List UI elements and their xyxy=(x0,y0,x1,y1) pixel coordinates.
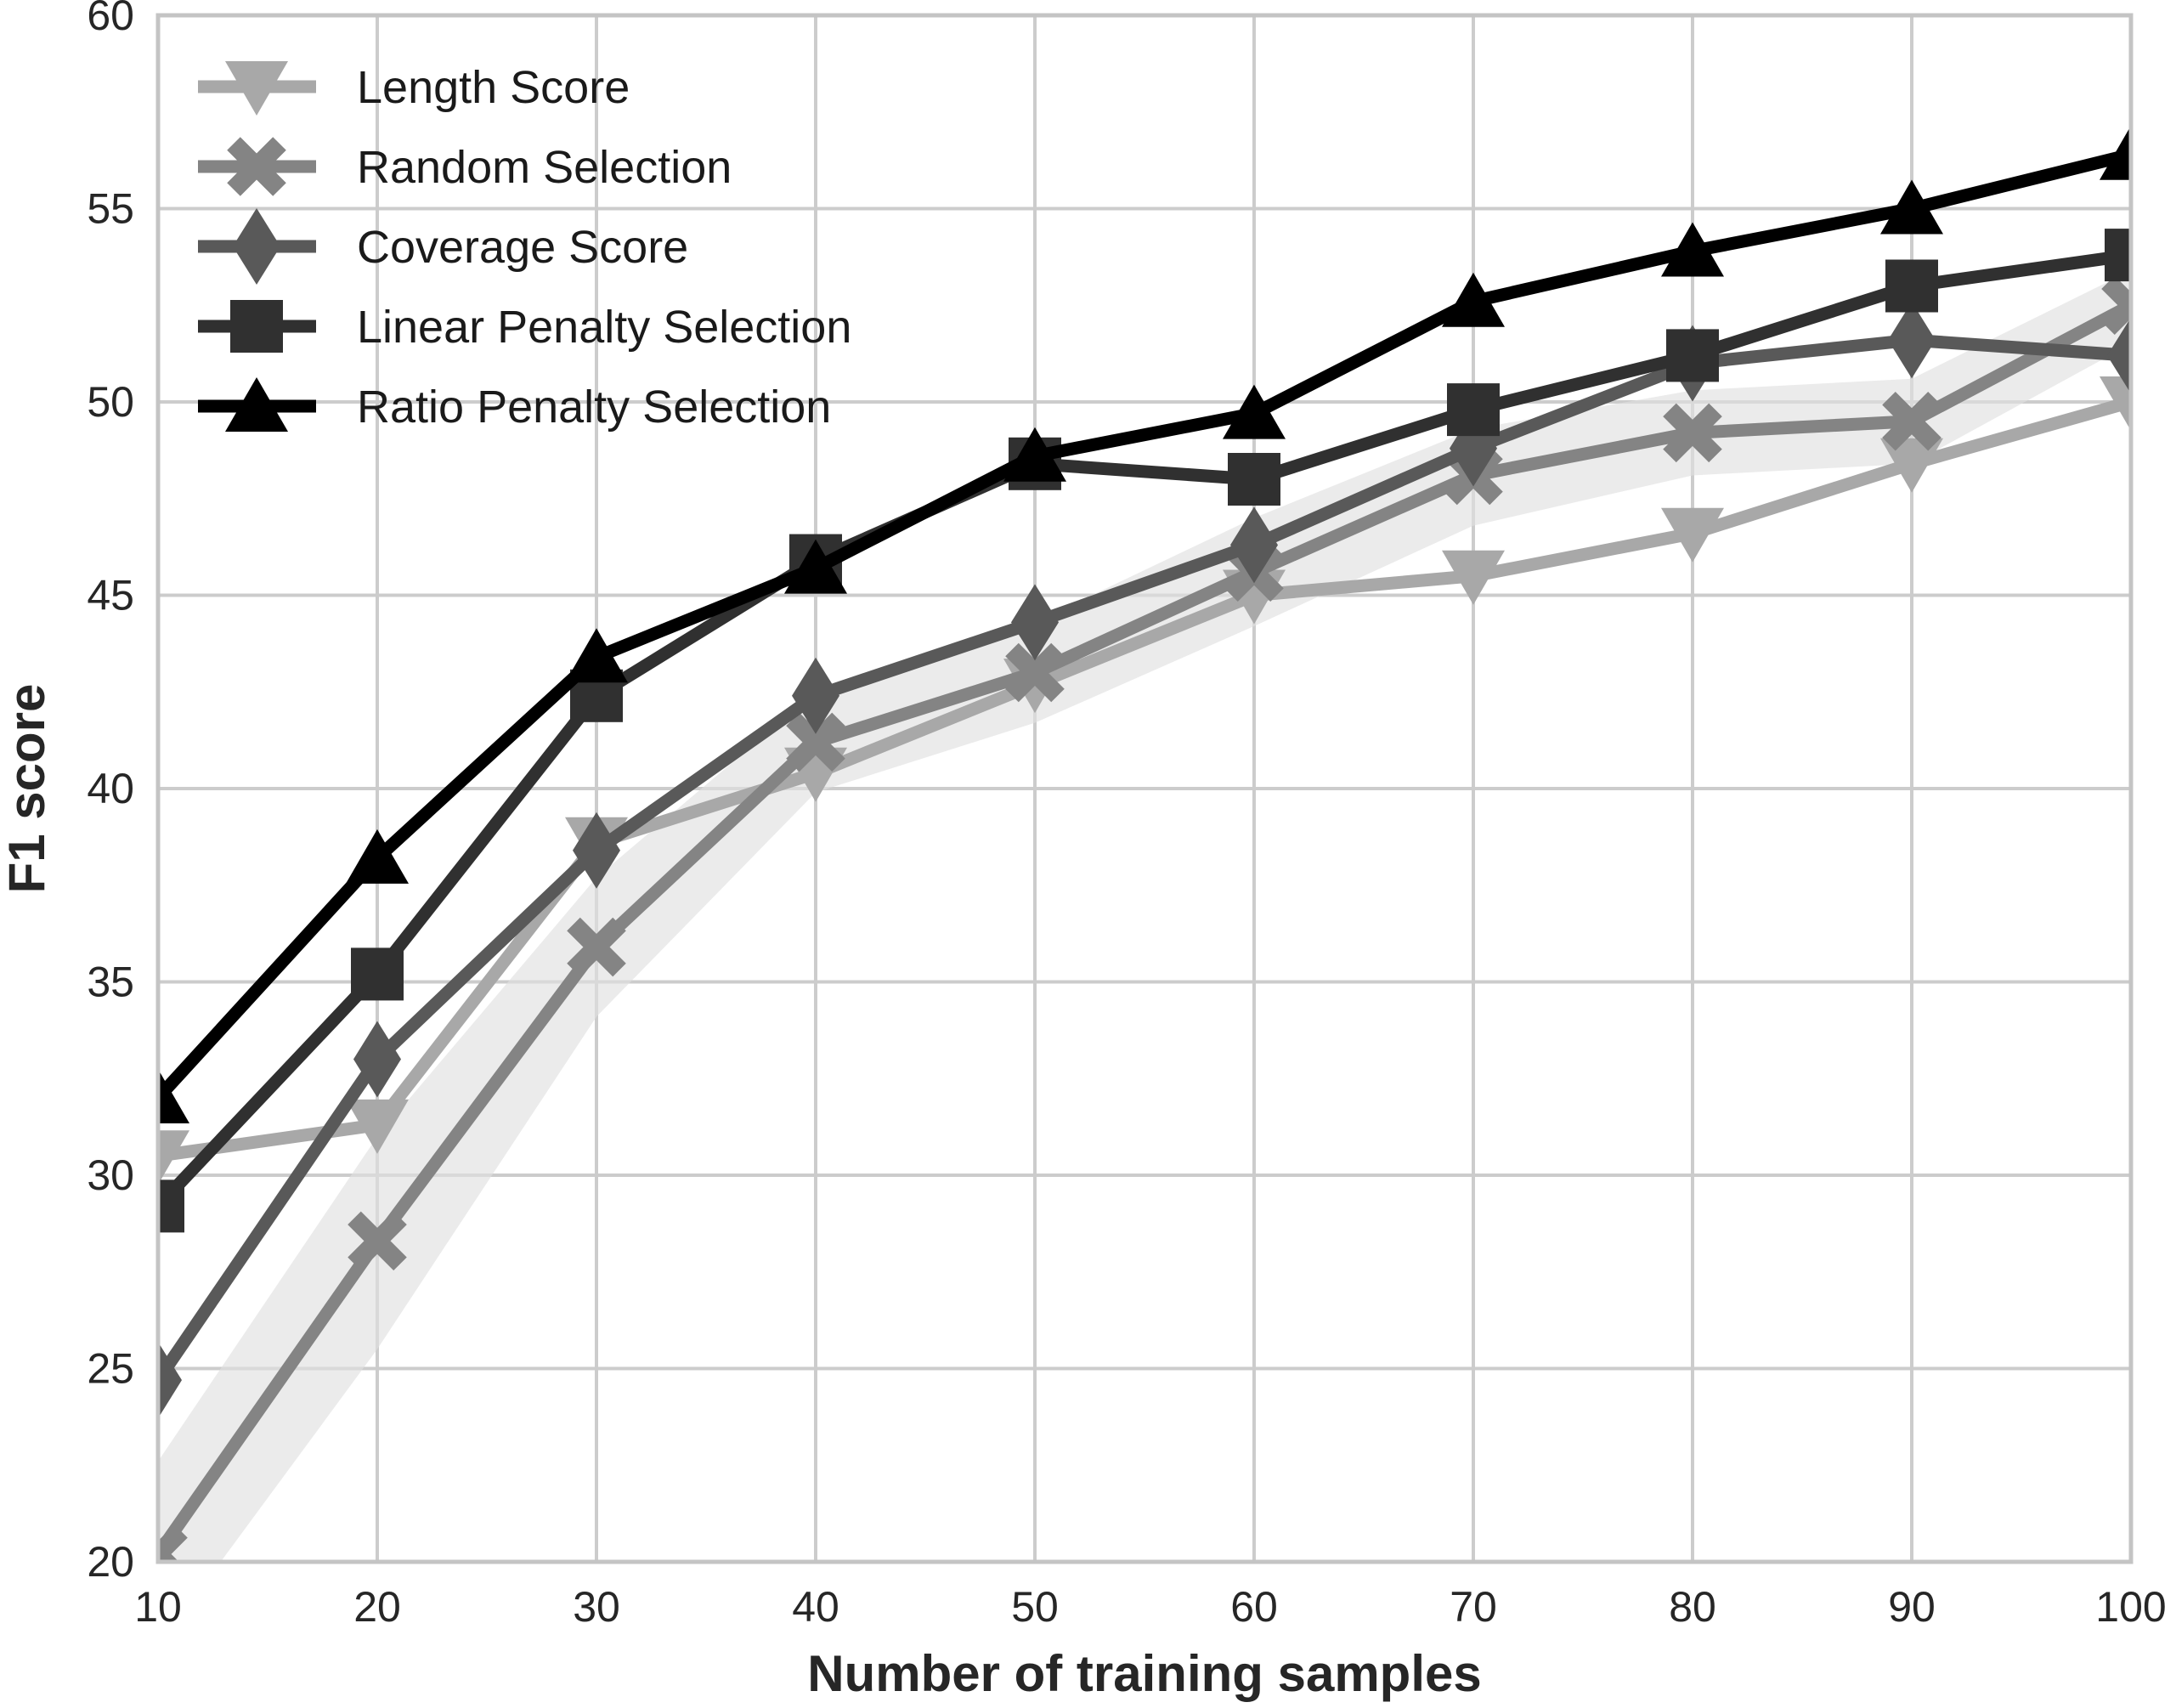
y-tick-label: 45 xyxy=(87,572,134,619)
triangle-up-icon xyxy=(225,377,288,432)
y-tick-label: 50 xyxy=(87,378,134,426)
legend-item-length-score: Length Score xyxy=(198,61,630,116)
series-line xyxy=(158,248,2131,1211)
diamond-icon xyxy=(1230,506,1278,584)
y-tick-label: 20 xyxy=(87,1538,134,1586)
x-icon xyxy=(1005,642,1065,703)
triangle-up-icon xyxy=(565,628,628,683)
legend: Length Score Random Selection Coverage Sco… xyxy=(198,61,851,433)
triangle-up-icon xyxy=(1442,272,1505,327)
x-tick-label: 40 xyxy=(792,1583,839,1631)
triangle-down-icon xyxy=(1661,507,1724,563)
x-icon xyxy=(1663,403,1722,463)
series-line xyxy=(158,395,2131,1162)
square-icon xyxy=(2105,229,2131,282)
triangle-up-icon xyxy=(784,539,847,594)
series-line xyxy=(158,299,2131,1558)
y-tick-label: 55 xyxy=(87,185,134,233)
diamond-icon xyxy=(1011,584,1059,661)
x-tick-label: 30 xyxy=(573,1583,620,1631)
diamond-icon xyxy=(2107,317,2131,394)
legend-item-ratio-penalty-selection: Ratio Penalty Selection xyxy=(198,377,831,433)
square-icon xyxy=(158,1179,184,1233)
square-icon xyxy=(230,300,283,353)
plot-area xyxy=(158,125,2131,1562)
legend-item-linear-penalty-selection: Linear Penalty Selection xyxy=(198,300,851,353)
square-icon xyxy=(1885,259,1938,313)
series-length-score xyxy=(158,376,2131,1185)
x-tick-label: 70 xyxy=(1450,1583,1497,1631)
diamond-icon xyxy=(353,1021,401,1098)
square-icon xyxy=(1228,453,1280,506)
triangle-up-icon xyxy=(1661,222,1724,277)
diamond-icon xyxy=(573,812,620,889)
legend-label: Ratio Penalty Selection xyxy=(357,382,831,433)
axes-frame xyxy=(155,13,2134,1564)
triangle-up-icon xyxy=(2100,125,2131,180)
x-tick-label: 90 xyxy=(1888,1583,1936,1631)
y-tick-label: 25 xyxy=(87,1345,134,1393)
x-tick-label: 80 xyxy=(1669,1583,1716,1631)
series-line xyxy=(158,148,2131,1103)
y-tick-label: 30 xyxy=(87,1151,134,1199)
legend-label: Length Score xyxy=(357,62,630,113)
x-tick-label: 100 xyxy=(2095,1583,2166,1631)
diamond-icon xyxy=(158,1342,182,1419)
x-tick-label: 20 xyxy=(353,1583,401,1631)
y-tick-label: 60 xyxy=(87,0,134,39)
triangle-down-icon xyxy=(158,1130,189,1185)
triangle-down-icon xyxy=(346,1099,409,1154)
legend-label: Linear Penalty Selection xyxy=(357,302,851,353)
square-icon xyxy=(1666,329,1719,382)
legend-item-coverage-score: Coverage Score xyxy=(198,208,688,285)
triangle-down-icon xyxy=(2100,376,2131,431)
diamond-icon xyxy=(233,208,280,285)
triangle-up-icon xyxy=(346,829,409,884)
x-tick-label: 50 xyxy=(1011,1583,1059,1631)
triangle-up-icon xyxy=(1003,427,1066,482)
plot-border xyxy=(155,13,2134,1564)
square-icon xyxy=(351,947,404,1001)
triangle-up-icon xyxy=(1880,179,1943,235)
diamond-icon xyxy=(792,657,839,734)
triangle-down-icon xyxy=(1880,438,1943,493)
legend-label: Coverage Score xyxy=(357,222,688,273)
triangle-down-icon xyxy=(225,61,288,116)
y-tick-label: 40 xyxy=(87,765,134,812)
x-icon xyxy=(158,1524,188,1562)
triangle-up-icon xyxy=(1223,384,1286,439)
x-axis-title: Number of training samples xyxy=(807,1645,1481,1702)
series-line xyxy=(158,333,2131,1384)
x-icon xyxy=(348,1211,407,1271)
triangle-up-icon xyxy=(158,1069,189,1123)
x-icon xyxy=(227,137,286,196)
legend-label: Random Selection xyxy=(357,142,732,193)
y-tick-label: 35 xyxy=(87,959,134,1006)
x-icon xyxy=(1882,391,1941,451)
y-axis-title: F1 score xyxy=(0,684,55,894)
diamond-icon xyxy=(1888,302,1936,379)
legend-item-random-selection: Random Selection xyxy=(198,137,732,196)
x-tick-label: 60 xyxy=(1230,1583,1278,1631)
x-icon xyxy=(567,917,626,977)
series-ratio-penalty-selection xyxy=(158,125,2131,1123)
square-icon xyxy=(1447,383,1500,437)
triangle-down-icon xyxy=(1442,550,1505,605)
x-icon xyxy=(2101,275,2131,336)
x-tick-label: 10 xyxy=(134,1583,182,1631)
x-icon xyxy=(786,712,845,772)
